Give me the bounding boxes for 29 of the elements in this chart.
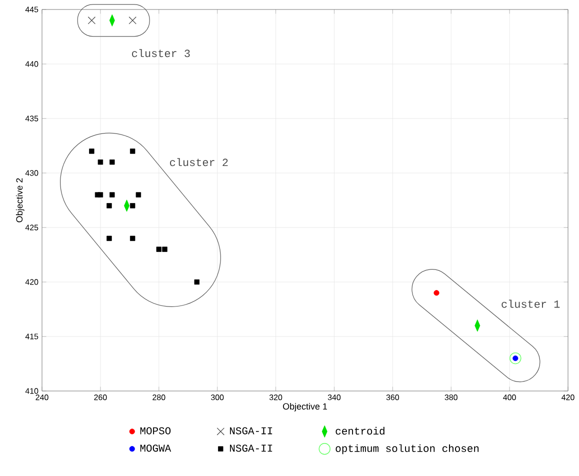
point xyxy=(130,148,136,154)
point xyxy=(128,16,136,24)
annotation: cluster 2 xyxy=(170,158,228,166)
point xyxy=(434,290,440,296)
y-axis-title: Objective 2 xyxy=(16,178,24,222)
point xyxy=(89,148,94,154)
x-axis-title: Objective 1 xyxy=(282,403,327,412)
annotation: cluster 1 xyxy=(502,300,560,308)
point xyxy=(510,352,522,364)
legend-label: MOPSO xyxy=(140,427,171,434)
legend-label: NSGA-II xyxy=(230,444,272,452)
point xyxy=(136,192,142,198)
point xyxy=(98,159,104,165)
annotation: cluster 3 xyxy=(132,49,190,58)
point xyxy=(156,246,162,252)
point xyxy=(110,159,115,165)
legend-label: optimum solution chosen xyxy=(336,444,479,454)
point xyxy=(98,192,104,198)
point xyxy=(110,192,115,198)
point xyxy=(194,279,200,285)
point xyxy=(88,16,96,24)
point xyxy=(130,203,136,208)
point xyxy=(106,203,112,208)
legend-label: centroid xyxy=(336,426,384,435)
point xyxy=(130,236,136,241)
point xyxy=(106,236,112,241)
legend-label: MOGWA xyxy=(140,444,172,452)
point xyxy=(162,246,168,252)
legend-label: NSGA-II xyxy=(230,427,272,434)
